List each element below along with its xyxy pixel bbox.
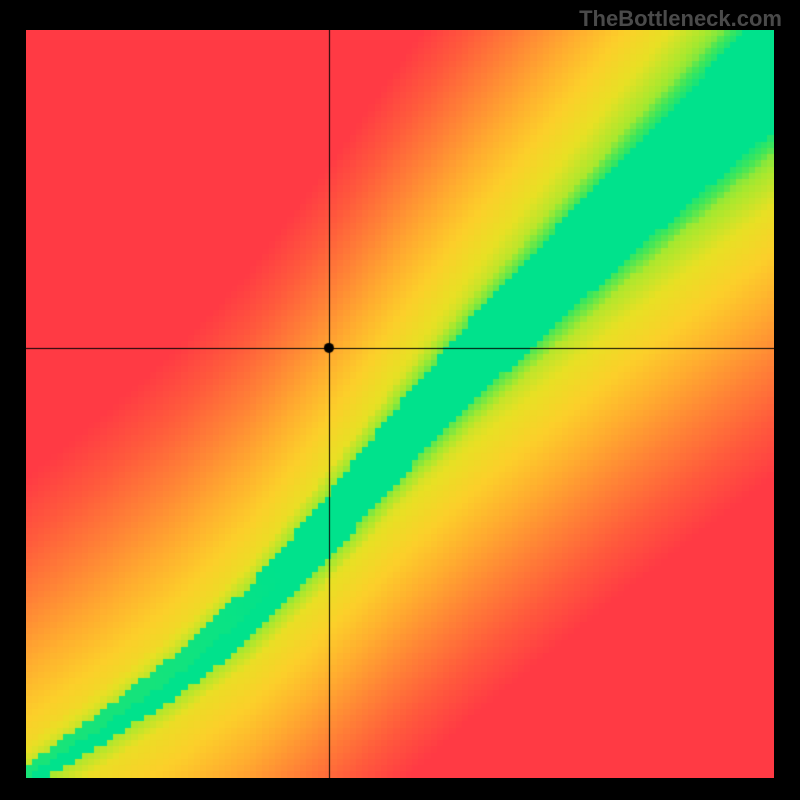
bottleneck-heatmap <box>26 30 774 778</box>
watermark-text: TheBottleneck.com <box>579 6 782 32</box>
chart-container: TheBottleneck.com <box>0 0 800 800</box>
